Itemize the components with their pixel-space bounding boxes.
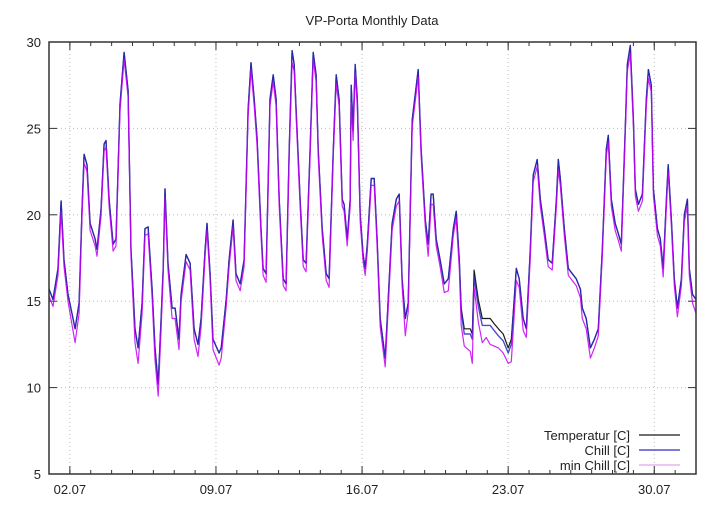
axes: 5 10 15 20 25 30 02.07 09.07 16.07 23.07 30.07 <box>27 35 697 497</box>
y-tick-label: 10 <box>27 381 41 396</box>
y-tick-label: 5 <box>34 467 41 482</box>
plot-area <box>48 44 697 397</box>
legend-label: Chill [C] <box>584 443 630 458</box>
y-tick-label: 15 <box>27 294 41 309</box>
x-tick-label: 30.07 <box>638 482 671 497</box>
chart-title: VP-Porta Monthly Data <box>306 13 440 28</box>
y-tick-label: 25 <box>27 121 41 136</box>
x-tick-label: 09.07 <box>200 482 233 497</box>
x-tick-label: 16.07 <box>346 482 379 497</box>
legend: Temperatur [C]Chill [C]min Chill [C] <box>544 428 680 473</box>
plot-border <box>48 41 697 475</box>
y-tick-label: 30 <box>27 35 41 50</box>
series-line-min-chill <box>48 53 697 397</box>
legend-label: Temperatur [C] <box>544 428 630 443</box>
x-tick-label: 02.07 <box>54 482 87 497</box>
legend-label: min Chill [C] <box>560 458 630 473</box>
x-tick-label: 23.07 <box>492 482 525 497</box>
y-tick-label: 20 <box>27 208 41 223</box>
grid <box>49 42 696 474</box>
